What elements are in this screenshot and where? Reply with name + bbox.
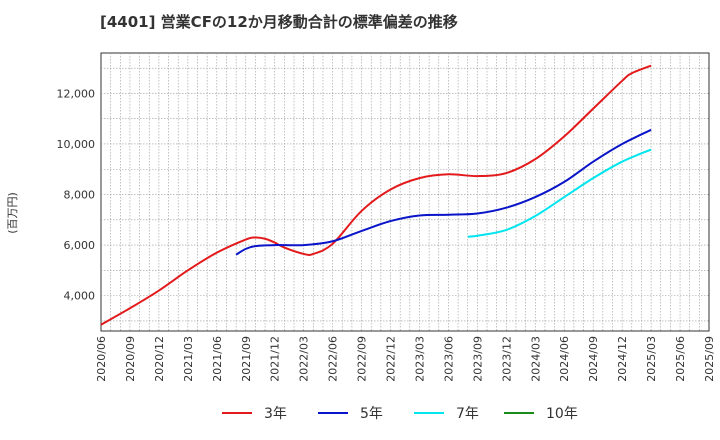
series-line-2 (235, 128, 652, 256)
y-tick-label: 4,000 (64, 290, 96, 303)
x-tick-labels: 2020/06 2020/09 2020/12 2021/03 2021/06 2021/… (95, 336, 716, 382)
x-tick-label: 2023/03 (413, 336, 426, 382)
y-tick-label: 8,000 (64, 189, 96, 202)
y-tick-label: 12,000 (57, 87, 96, 100)
x-tick-label: 2024/09 (587, 336, 600, 382)
x-tick-label: 2024/12 (616, 336, 629, 382)
x-tick-label: 2021/12 (269, 336, 282, 382)
x-tick-label: 2024/06 (558, 336, 571, 382)
x-tick-label: 2023/06 (442, 336, 455, 382)
x-tick-label: 2025/06 (674, 336, 687, 382)
y-tick-labels: 4,000 6,000 8,000 10,000 12,000 (57, 87, 96, 302)
legend-label-4: 10年 (546, 406, 578, 422)
x-tick-label: 2022/09 (356, 336, 369, 382)
y-gridlines (101, 67, 709, 322)
legend-label-2: 5年 (360, 406, 383, 422)
series-line-3 (467, 148, 652, 238)
x-tick-label: 2020/09 (124, 336, 137, 382)
legend-label-1: 3年 (264, 406, 287, 422)
chart-title: [4401] 営業CFの12か月移動合計の標準偏差の推移 (100, 13, 458, 31)
y-tick-label: 10,000 (57, 138, 96, 151)
x-tick-label: 2023/09 (471, 336, 484, 382)
x-tick-label: 2025/09 (703, 336, 716, 382)
x-tick-label: 2020/06 (95, 336, 108, 382)
x-tick-label: 2022/06 (327, 336, 340, 382)
x-tick-label: 2020/12 (153, 336, 166, 382)
x-tick-label: 2025/03 (645, 336, 658, 382)
x-gridlines (110, 53, 700, 331)
x-tick-label: 2023/12 (500, 336, 513, 382)
x-tick-label: 2024/03 (529, 336, 542, 382)
x-tick-label: 2022/03 (298, 336, 311, 382)
x-tick-label: 2021/06 (211, 336, 224, 382)
y-tick-label: 6,000 (64, 239, 96, 252)
series-layer (100, 64, 652, 326)
x-tick-label: 2021/09 (240, 336, 253, 382)
y-axis-label: (百万円) (6, 192, 19, 234)
legend-label-3: 7年 (456, 406, 479, 422)
x-tick-label: 2022/12 (385, 336, 398, 382)
series-line-1 (100, 64, 652, 326)
legend: 3年 5年 7年 10年 (222, 406, 578, 422)
plot-area (100, 52, 710, 332)
x-tick-label: 2021/03 (182, 336, 195, 382)
